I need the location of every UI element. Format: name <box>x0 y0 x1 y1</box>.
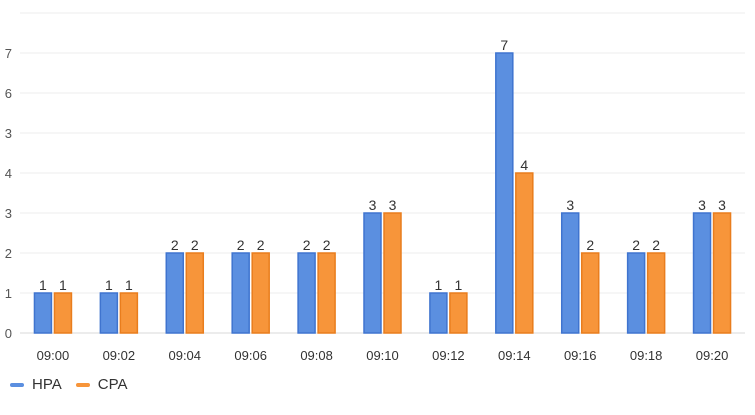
data-label-cpa: 2 <box>191 237 199 253</box>
data-label-hpa: 3 <box>566 197 574 213</box>
bar-cpa[interactable] <box>53 292 73 334</box>
x-tick-label: 09:18 <box>630 348 663 363</box>
y-tick-label: 1 <box>5 286 12 301</box>
data-label-cpa: 1 <box>455 277 463 293</box>
data-label-cpa: 1 <box>59 277 67 293</box>
bar-hpa[interactable] <box>165 252 185 334</box>
bar-cpa[interactable] <box>712 212 732 334</box>
data-label-cpa: 2 <box>257 237 265 253</box>
x-tick-label: 09:08 <box>300 348 333 363</box>
legend-swatch-cpa <box>75 382 90 387</box>
y-tick-label: 6 <box>5 86 12 101</box>
bar-cpa[interactable] <box>317 252 336 334</box>
bar-cpa[interactable] <box>515 172 534 334</box>
x-tick-label: 09:16 <box>564 348 597 363</box>
data-label-cpa: 2 <box>586 237 594 253</box>
y-tick-label: 0 <box>5 326 12 341</box>
legend: HPA CPA <box>10 376 127 393</box>
y-axis-ticks: 0 1 2 3 4 3 6 7 <box>5 46 12 341</box>
bar-cpa[interactable] <box>185 252 205 334</box>
y-tick-label: 3 <box>5 206 12 221</box>
data-label-hpa: 2 <box>632 237 640 253</box>
data-label-hpa: 2 <box>171 237 179 253</box>
x-tick-label: 09:00 <box>37 348 70 363</box>
bar-cpa[interactable] <box>251 252 270 334</box>
bar-hpa[interactable] <box>626 252 646 334</box>
bar-hpa[interactable] <box>33 292 53 334</box>
y-tick-label: 4 <box>5 166 12 181</box>
bar-cpa[interactable] <box>449 292 468 334</box>
legend-item-cpa[interactable]: CPA <box>75 376 128 393</box>
x-tick-label: 09:20 <box>696 348 729 363</box>
data-label-hpa: 3 <box>369 197 377 213</box>
gridlines <box>20 12 745 334</box>
legend-swatch-hpa <box>10 382 24 387</box>
bar-hpa[interactable] <box>692 212 712 334</box>
y-tick-label: 7 <box>5 46 12 61</box>
bar-hpa[interactable] <box>231 252 250 334</box>
x-tick-label: 09:14 <box>498 348 531 363</box>
data-label-cpa: 2 <box>323 237 331 253</box>
x-tick-label: 09:12 <box>432 348 465 363</box>
bars <box>33 52 732 334</box>
bar-hpa[interactable] <box>429 292 448 334</box>
data-label-hpa: 1 <box>105 277 113 293</box>
bar-hpa[interactable] <box>560 212 580 334</box>
legend-label-cpa: CPA <box>97 376 128 393</box>
bar-cpa[interactable] <box>580 252 600 334</box>
bar-cpa[interactable] <box>119 292 139 334</box>
data-label-cpa: 2 <box>652 237 660 253</box>
y-tick-label: 3 <box>5 126 12 141</box>
legend-item-hpa[interactable]: HPA <box>10 376 62 393</box>
x-tick-label: 09:06 <box>234 348 267 363</box>
data-label-cpa: 4 <box>520 157 528 173</box>
x-tick-label: 09:04 <box>168 348 201 363</box>
x-tick-label: 09:10 <box>366 348 399 363</box>
data-label-cpa: 3 <box>718 197 726 213</box>
data-label-hpa: 7 <box>500 37 508 53</box>
data-label-hpa: 2 <box>237 237 245 253</box>
data-label-hpa: 2 <box>303 237 311 253</box>
data-label-cpa: 1 <box>125 277 133 293</box>
data-label-cpa: 3 <box>389 197 397 213</box>
data-label-hpa: 1 <box>435 277 443 293</box>
y-tick-label: 2 <box>5 246 12 261</box>
data-label-hpa: 3 <box>698 197 706 213</box>
bar-hpa[interactable] <box>363 212 382 334</box>
x-tick-label: 09:02 <box>103 348 136 363</box>
legend-label-hpa: HPA <box>32 376 62 393</box>
bar-hpa[interactable] <box>99 292 119 334</box>
bar-hpa[interactable] <box>297 252 316 334</box>
x-axis-ticks: 09:00 09:02 09:04 09:06 09:08 09:10 09:12 09:14… <box>37 348 729 363</box>
bar-cpa[interactable] <box>383 212 402 334</box>
bar-cpa[interactable] <box>646 252 666 334</box>
data-label-hpa: 1 <box>39 277 47 293</box>
bar-hpa[interactable] <box>495 52 514 334</box>
